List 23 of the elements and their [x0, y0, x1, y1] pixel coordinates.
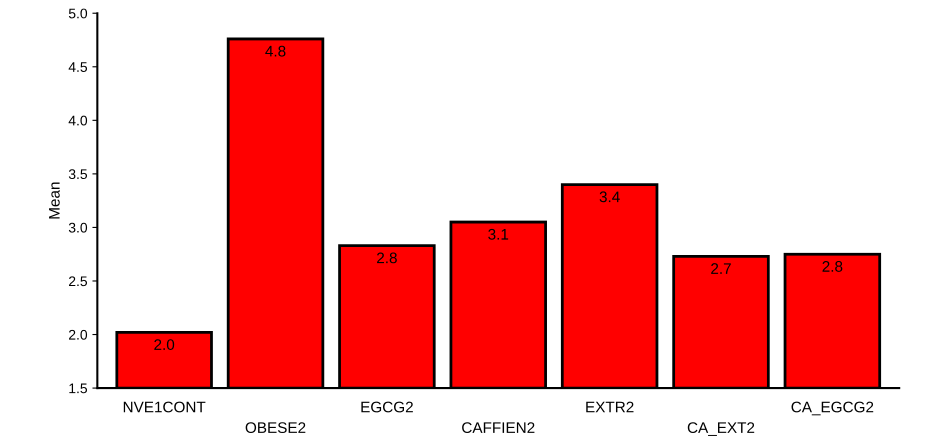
x-tick-label: EGCG2: [361, 402, 413, 412]
text: 3.0: [68, 222, 88, 233]
y-axis-title: Mean: [49, 182, 60, 219]
text: 2.0: [69, 330, 88, 340]
x-tick-label: OBESE2: [246, 422, 306, 434]
data-label: 2.8: [822, 261, 842, 272]
data-label: 2.8: [377, 252, 397, 264]
text: 1.5: [69, 384, 88, 394]
text: 5.0: [68, 8, 88, 18]
x-tick-label: CAFFIEN2: [462, 422, 534, 434]
x-tick-label: EXTR2: [586, 402, 634, 412]
text: 2.5: [69, 276, 88, 286]
data-label: 4.8: [265, 46, 286, 57]
text: 3.5: [68, 169, 88, 180]
text: 4.0: [68, 116, 88, 126]
data-label: 2.7: [711, 263, 731, 274]
data-label: 3.1: [488, 228, 508, 240]
data-label: 3.4: [600, 191, 620, 202]
x-tick-label: CA_EXT2: [688, 422, 754, 436]
data-label: 2.0: [154, 339, 174, 350]
x-tick-label: NVE1CONT: [124, 402, 206, 412]
x-tick-label: CA_EGCG2: [792, 402, 874, 416]
text: 4.5: [68, 62, 88, 72]
